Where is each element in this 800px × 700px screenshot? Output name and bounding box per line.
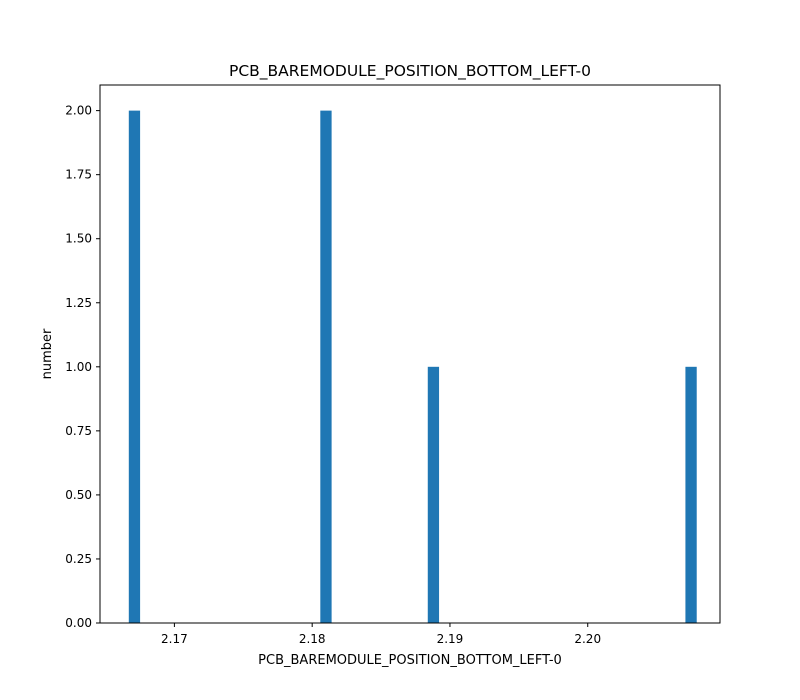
histogram-bar-4 — [685, 366, 697, 623]
y-tick-label-8: 1.75 — [65, 168, 92, 182]
y-tick-label-1: 0.00 — [65, 616, 92, 630]
x-tick-label-1: 2.17 — [161, 632, 188, 646]
y-tick-label-2: 0.25 — [65, 552, 92, 566]
y-tick-label-9: 2.00 — [65, 104, 92, 118]
histogram-bar-1 — [128, 110, 141, 624]
y-tick-label-6: 1.25 — [65, 296, 92, 310]
x-axis-label: PCB_BAREMODULE_POSITION_BOTTOM_LEFT-0 — [258, 653, 562, 668]
y-tick-label-4: 0.75 — [65, 424, 92, 438]
y-axis: 0.00 0.25 0.50 0.75 1.00 1.25 1.50 1.75 2.00 — [65, 104, 100, 630]
histogram-bar-2 — [320, 110, 332, 624]
x-tick-label-2: 2.18 — [299, 632, 326, 646]
plot-frame — [99, 84, 721, 624]
chart-title: PCB_BAREMODULE_POSITION_BOTTOM_LEFT-0 — [229, 62, 591, 81]
y-axis-label: number — [40, 328, 55, 379]
x-tick-label-4: 2.20 — [574, 632, 601, 646]
y-tick-label-5: 1.00 — [65, 360, 92, 374]
histogram-bar-3 — [427, 366, 440, 623]
x-tick-label-3: 2.19 — [437, 632, 464, 646]
x-axis: 2.17 2.18 2.19 2.20 — [161, 623, 601, 646]
y-tick-label-3: 0.50 — [65, 488, 92, 502]
bars-layer — [128, 110, 697, 624]
y-tick-label-7: 1.50 — [65, 232, 92, 246]
